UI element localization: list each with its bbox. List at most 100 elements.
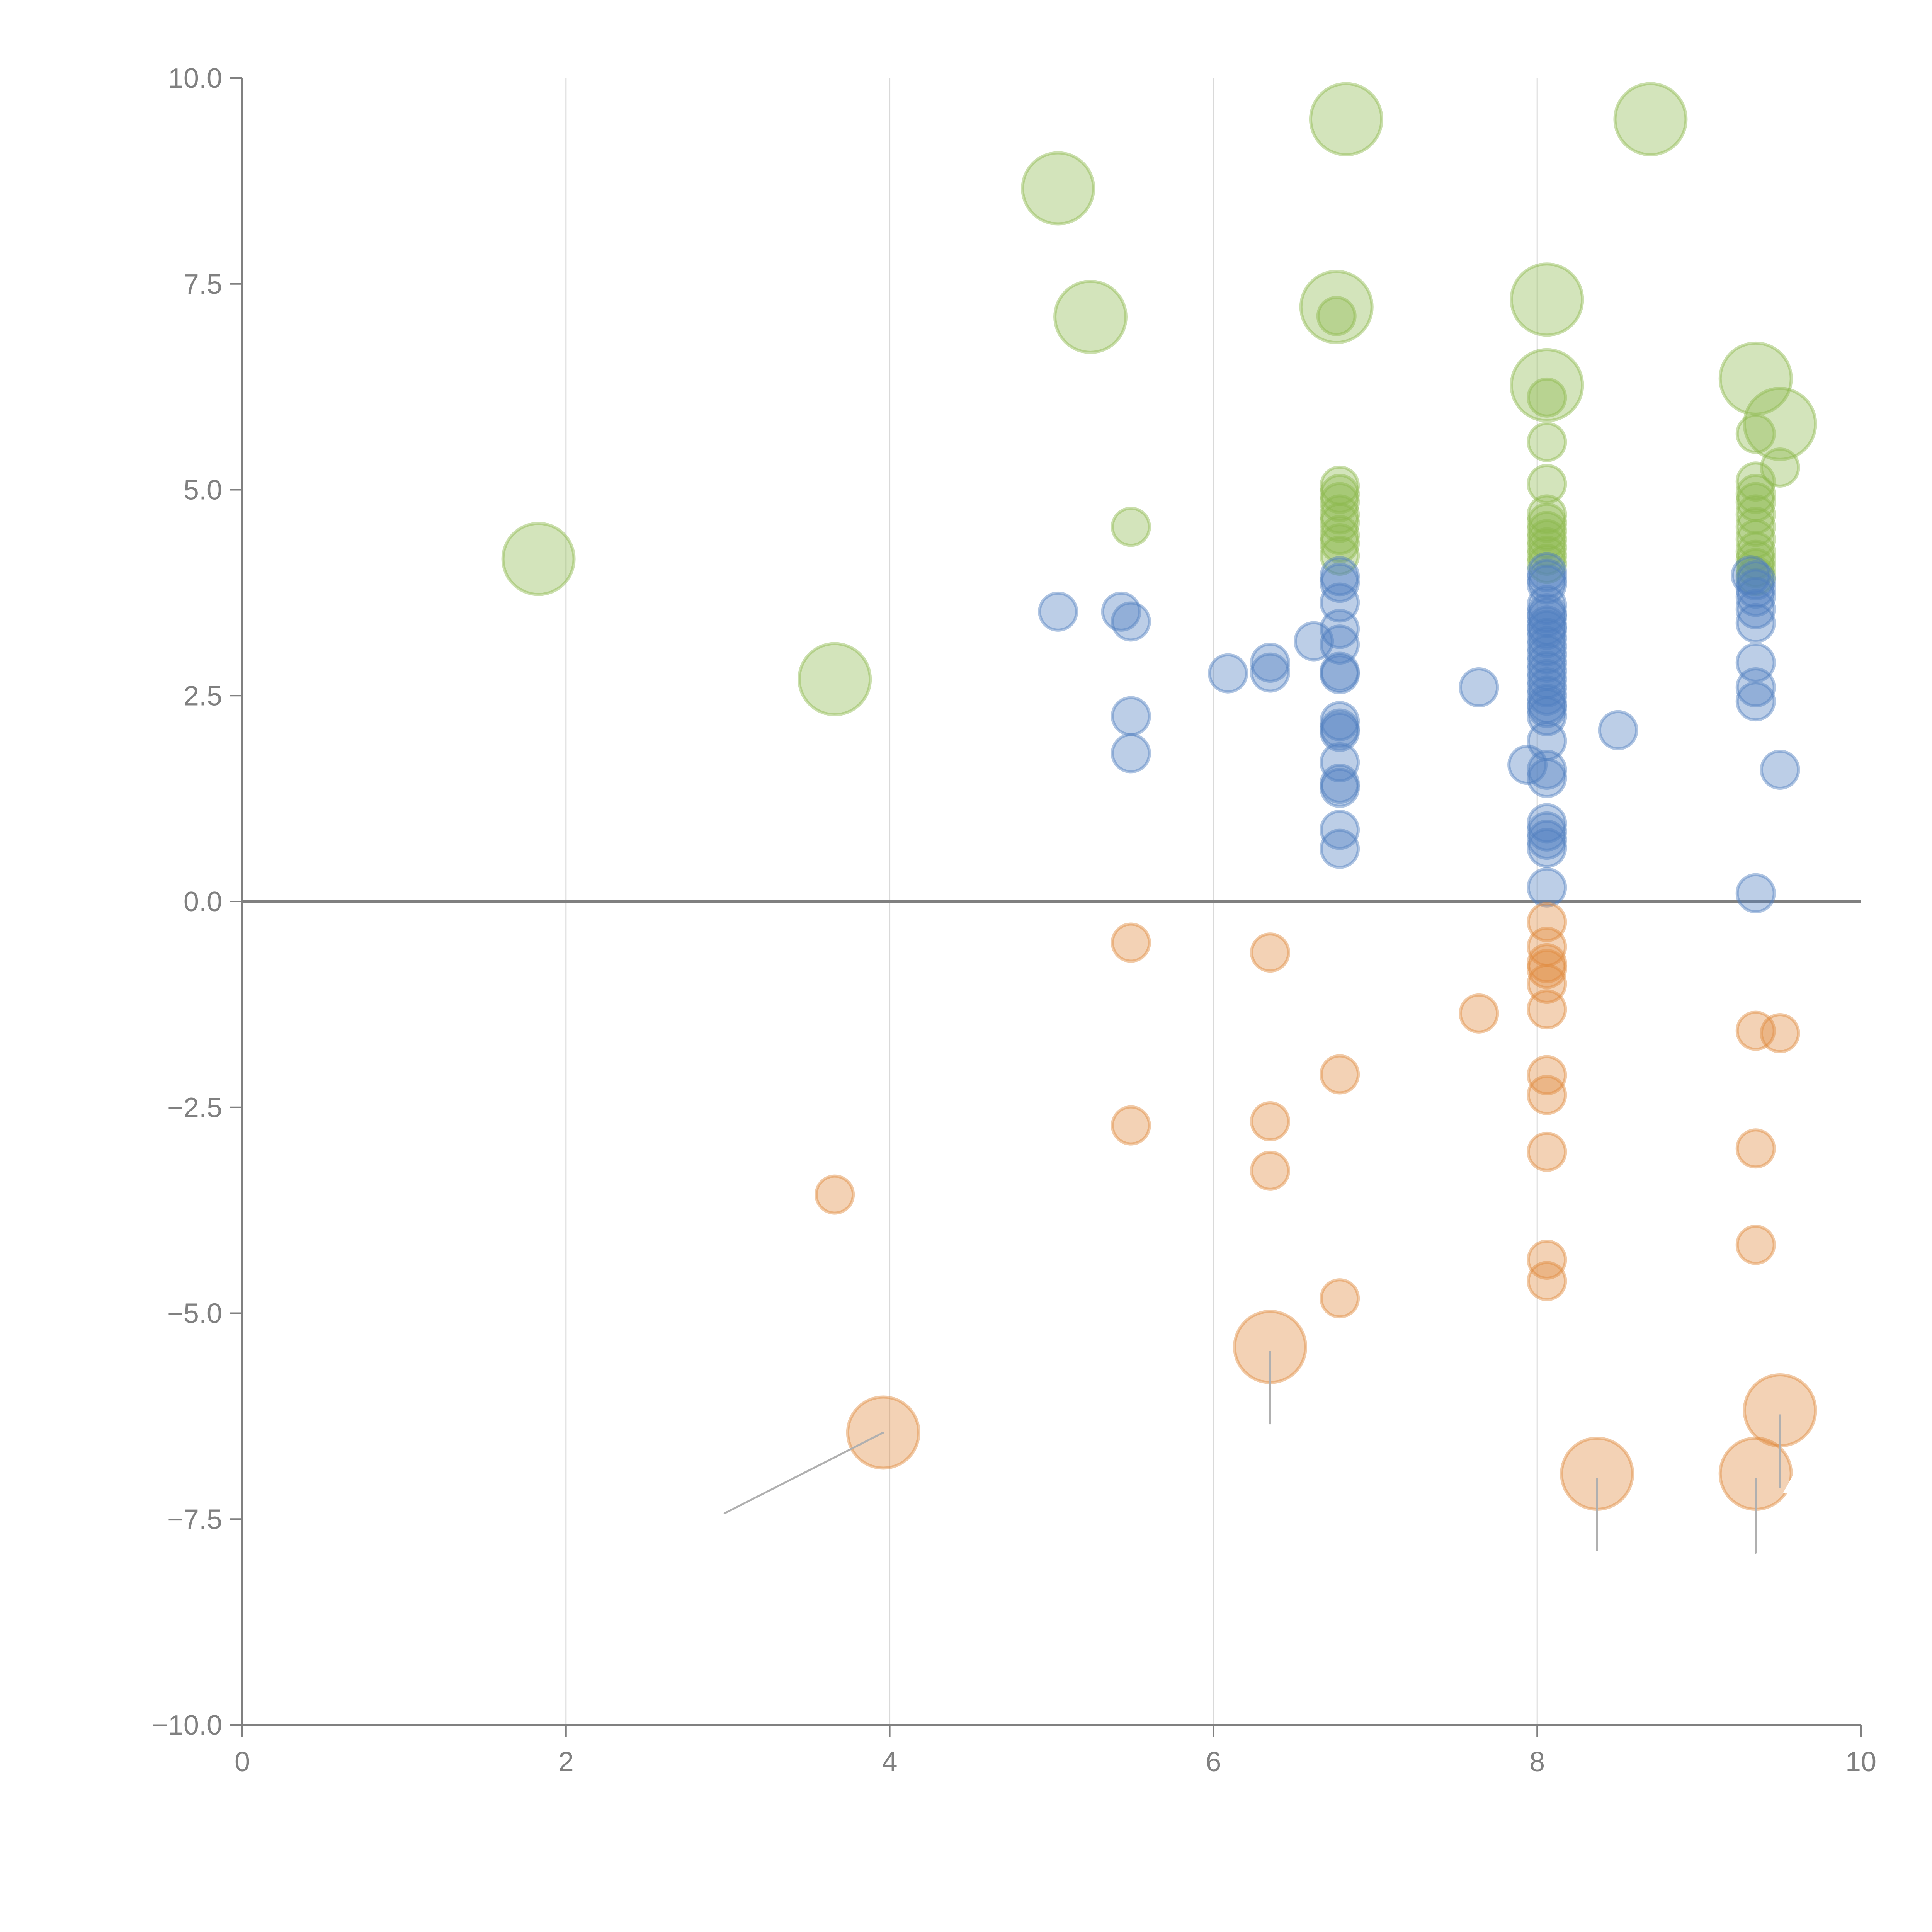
x-tick-label: 0: [235, 1747, 250, 1777]
data-point-green: [1527, 494, 1567, 535]
data-point-blue: [1111, 601, 1151, 642]
data-point-blue: [1208, 653, 1248, 694]
data-point-green: [1527, 377, 1567, 418]
y-tick-label: −10.0: [152, 1710, 222, 1741]
data-point-blue: [1294, 621, 1334, 662]
data-point-blue: [1250, 643, 1291, 683]
data-point-green: [1735, 531, 1776, 572]
annotation-leader-line: [723, 1431, 884, 1514]
data-point-blue: [1507, 745, 1548, 785]
data-point-orange: [1320, 1054, 1360, 1095]
data-point-blue: [1038, 591, 1078, 632]
data-point-green: [1527, 535, 1567, 576]
data-point-green: [1320, 474, 1360, 514]
data-point-blue: [1527, 618, 1567, 658]
y-tick-label: −2.5: [167, 1092, 222, 1123]
data-point-green: [1735, 482, 1776, 522]
data-point-blue: [1527, 803, 1567, 844]
data-point-green: [1320, 465, 1360, 506]
data-point-green: [1743, 387, 1817, 461]
data-point-orange: [1250, 1101, 1291, 1141]
data-point-blue: [1527, 659, 1567, 699]
data-point-blue: [1320, 582, 1360, 623]
data-point-blue: [1250, 652, 1291, 693]
data-point-green: [1527, 527, 1567, 568]
y-tick-label: 10.0: [168, 63, 222, 94]
data-point-blue: [1527, 634, 1567, 675]
data-point-green: [1320, 502, 1360, 543]
data-point-blue: [1320, 556, 1360, 597]
data-point-green: [1735, 519, 1776, 560]
data-point-blue: [1527, 667, 1567, 707]
data-point-blue: [1320, 810, 1360, 850]
data-point-blue: [1527, 867, 1567, 908]
data-point-green: [1735, 413, 1776, 454]
data-point-orange: [1527, 1075, 1567, 1115]
data-point-orange: [1459, 993, 1499, 1034]
data-point-green: [1735, 548, 1776, 588]
data-point-orange: [815, 1174, 855, 1215]
x-tick-label: 2: [558, 1747, 574, 1777]
data-point-blue: [1735, 681, 1776, 722]
data-point-blue: [1527, 552, 1567, 592]
data-point-blue: [1735, 568, 1776, 609]
tick-labels: 10.0 7.5 5.0 2.5 0.0 −2.5 −5.0 −7.5 −10.0 0 2 4 6 8 10: [152, 63, 1876, 1777]
data-point-blue: [1320, 712, 1360, 752]
data-point-green: [1735, 539, 1776, 580]
y-tick-label: 7.5: [184, 269, 222, 300]
data-point-green: [1320, 515, 1360, 555]
data-point-blue: [1459, 667, 1499, 707]
data-point-blue: [1735, 577, 1776, 617]
data-point-orange: [1111, 1105, 1151, 1146]
x-tick-label: 10: [1845, 1747, 1876, 1777]
data-point-green: [1527, 519, 1567, 560]
data-point-blue: [1527, 585, 1567, 625]
y-tick-label: 0.0: [184, 886, 222, 917]
data-point-blue: [1320, 764, 1360, 804]
data-point-blue: [1527, 684, 1567, 724]
data-point-blue: [1527, 721, 1567, 761]
data-point-blue: [1735, 667, 1776, 707]
data-point-blue: [1320, 609, 1360, 649]
data-point-orange: [1527, 902, 1567, 942]
data-point-blue: [1760, 750, 1800, 790]
data-point-green: [1735, 474, 1776, 514]
data-point-green: [1527, 422, 1567, 462]
data-points: [501, 82, 1817, 1511]
data-point-blue: [1527, 609, 1567, 650]
data-point-blue: [1598, 710, 1638, 750]
y-tick-label: −5.0: [167, 1298, 222, 1329]
data-point-green: [1527, 464, 1567, 504]
data-point-orange: [1527, 927, 1567, 967]
data-point-blue: [1320, 651, 1360, 692]
x-tick-label: 8: [1529, 1747, 1545, 1777]
y-tick-label: 2.5: [184, 680, 222, 711]
data-point-green: [1053, 279, 1128, 354]
data-point-orange: [1527, 1131, 1567, 1172]
data-point-green: [1735, 507, 1776, 547]
data-point-green: [1735, 556, 1776, 597]
data-point-blue: [1527, 651, 1567, 691]
data-point-green: [1316, 296, 1357, 336]
data-point-orange: [1735, 1128, 1776, 1169]
data-point-orange: [1527, 949, 1567, 989]
y-tick-label: −7.5: [167, 1504, 222, 1535]
data-point-blue: [1320, 767, 1360, 808]
annotation-label: A: [1783, 1455, 1815, 1503]
x-tick-label: 4: [882, 1747, 898, 1777]
data-point-green: [1718, 341, 1793, 416]
data-point-blue: [1735, 643, 1776, 683]
data-point-orange: [1111, 922, 1151, 963]
data-point-green: [1510, 262, 1584, 337]
data-point-green: [1760, 447, 1800, 488]
data-point-blue: [1320, 624, 1360, 665]
data-point-blue: [1527, 558, 1567, 599]
data-point-blue: [1731, 555, 1771, 596]
data-point-blue: [1527, 643, 1567, 683]
data-point-orange: [1735, 1010, 1776, 1051]
data-point-blue: [1735, 560, 1776, 600]
data-point-green: [1527, 511, 1567, 551]
data-point-green: [1021, 151, 1095, 226]
data-point-blue: [1320, 828, 1360, 869]
data-point-green: [1527, 502, 1567, 543]
